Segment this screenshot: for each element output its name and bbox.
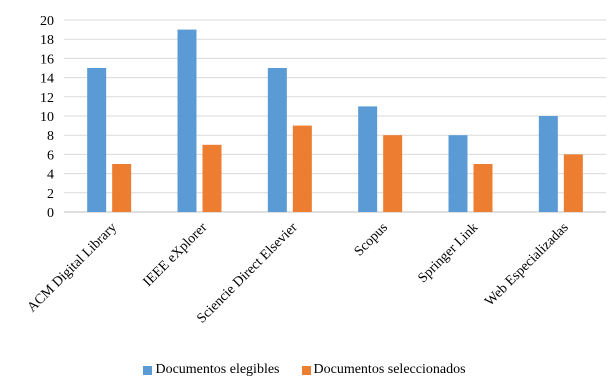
bars (87, 29, 583, 212)
x-tick-label: ACM Digital Library (25, 220, 120, 315)
x-tick-label: Web Especializadas (482, 220, 571, 309)
x-tick-label: Scopus (352, 220, 391, 259)
bar-elegibles (358, 106, 378, 212)
y-tick-label: 2 (47, 187, 54, 202)
legend: Documentos elegibles Documentos seleccio… (0, 360, 609, 380)
legend-label-elegibles: Documentos elegibles (155, 362, 280, 377)
bar-elegibles (87, 68, 107, 212)
x-tick-label: Springer Link (415, 220, 481, 286)
bar-seleccionados (202, 144, 222, 212)
bar-seleccionados (383, 135, 403, 212)
bar-chart: 0 2 4 6 8 10 12 14 16 18 20 ACM Digital Library IEE… (25, 14, 606, 326)
y-tick-label: 20 (40, 14, 54, 29)
bar-seleccionados (473, 164, 493, 212)
legend-item-elegibles: Documentos elegibles (143, 362, 280, 378)
y-axis-ticks: 0 2 4 6 8 10 12 14 16 18 20 (40, 14, 54, 221)
y-tick-label: 4 (47, 168, 54, 183)
bar-elegibles (538, 116, 558, 212)
bar-elegibles (448, 135, 468, 212)
legend-swatch-seleccionados (301, 365, 311, 375)
gridlines (64, 19, 606, 213)
x-tick-label: Sciencie Direct Elsevier (194, 220, 300, 326)
y-tick-label: 12 (40, 91, 54, 106)
y-tick-label: 18 (40, 33, 54, 48)
y-tick-label: 10 (40, 110, 54, 125)
bar-elegibles (177, 29, 197, 212)
y-tick-label: 0 (47, 206, 54, 221)
legend-swatch-elegibles (143, 365, 153, 375)
y-tick-label: 16 (40, 52, 54, 67)
x-axis-ticks: ACM Digital Library IEEE eXplorerSciencie… (25, 220, 572, 326)
bar-seleccionados (563, 154, 583, 212)
y-tick-label: 6 (47, 148, 54, 163)
y-tick-label: 8 (47, 129, 54, 144)
bar-seleccionados (292, 125, 312, 212)
x-tick-label: IEEE eXplorer (141, 220, 211, 290)
bar-elegibles (267, 68, 287, 212)
legend-item-seleccionados: Documentos seleccionados (301, 362, 466, 378)
bar-seleccionados (112, 164, 132, 212)
y-tick-label: 14 (40, 72, 54, 87)
legend-label-seleccionados: Documentos seleccionados (313, 362, 466, 377)
